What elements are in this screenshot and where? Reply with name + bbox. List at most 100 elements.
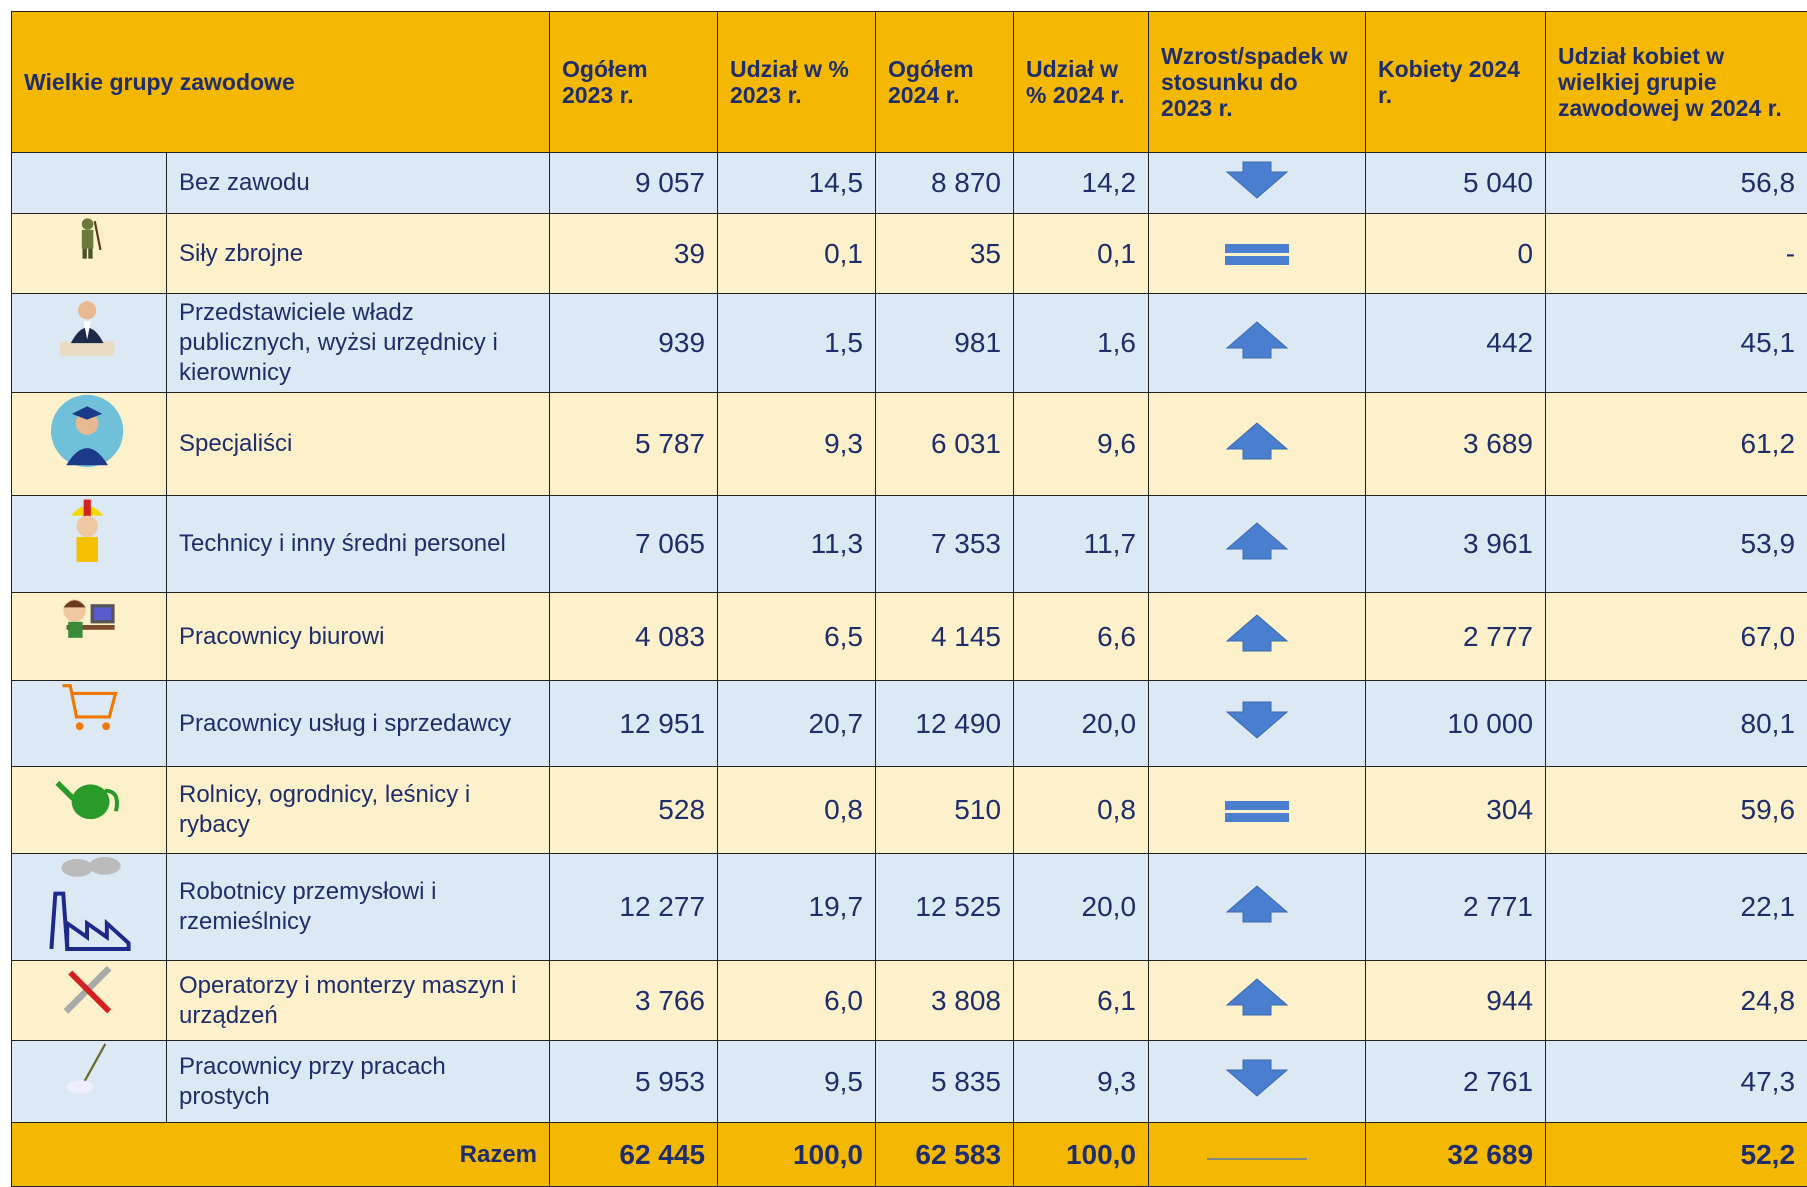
- value-cell: 8 870: [876, 153, 1014, 214]
- trend-cell: [1149, 153, 1366, 214]
- value-cell: 61,2: [1546, 393, 1807, 496]
- value-cell: 9,3: [718, 393, 876, 496]
- header-cell: Udział w % 2023 r.: [718, 12, 876, 153]
- value-cell: 442: [1366, 294, 1546, 393]
- value-cell: 11,7: [1014, 496, 1149, 593]
- value-cell: 14,5: [718, 153, 876, 214]
- trend-arrow: [1217, 878, 1297, 930]
- value-cell: 3 689: [1366, 393, 1546, 496]
- value-cell: 59,6: [1546, 767, 1807, 854]
- trend-arrow: [1217, 1052, 1297, 1104]
- value-cell: 35: [876, 214, 1014, 294]
- value-cell: 0,8: [718, 767, 876, 854]
- value-cell: 3 808: [876, 961, 1014, 1041]
- icon-cell: [12, 496, 167, 593]
- value-cell: 100,0: [1014, 1123, 1149, 1187]
- header-cell: Ogółem 2023 r.: [550, 12, 718, 153]
- header-cell: Kobiety 2024 r.: [1366, 12, 1546, 153]
- trend-arrow: [1217, 415, 1297, 467]
- trend-cell: [1149, 393, 1366, 496]
- value-cell: 32 689: [1366, 1123, 1546, 1187]
- value-cell: 20,0: [1014, 681, 1149, 767]
- value-cell: 12 277: [550, 854, 718, 961]
- value-cell: 5 787: [550, 393, 718, 496]
- icon-cell: [12, 1041, 167, 1123]
- trend-arrow: [1217, 314, 1297, 366]
- trend-cell: [1149, 854, 1366, 961]
- value-cell: 56,8: [1546, 153, 1807, 214]
- value-cell: 100,0: [718, 1123, 876, 1187]
- page: {"header":{"group":"Wielkie grupy zawodo…: [0, 0, 1807, 1147]
- value-cell: 11,3: [718, 496, 876, 593]
- group-name: Specjaliści: [167, 393, 550, 496]
- icon-cell: [12, 681, 167, 767]
- header-cell: Udział kobiet w wielkiej grupie zawodowe…: [1546, 12, 1807, 153]
- trend-cell: [1149, 681, 1366, 767]
- value-cell: 10 000: [1366, 681, 1546, 767]
- body: Wielkie grupy zawodowe Ogółem 2023 r.Udz…: [0, 0, 1807, 1147]
- value-cell: 6,1: [1014, 961, 1149, 1041]
- occupation-table: Wielkie grupy zawodowe Ogółem 2023 r.Udz…: [11, 11, 1807, 1187]
- value-cell: 62 445: [550, 1123, 718, 1187]
- trend-arrow: [1217, 971, 1297, 1023]
- total-label: Razem: [12, 1123, 550, 1187]
- occupation-icon: [47, 1041, 131, 1115]
- value-cell: 4 083: [550, 593, 718, 681]
- icon-cell: [12, 767, 167, 854]
- value-cell: 3 961: [1366, 496, 1546, 593]
- value-cell: 0: [1366, 214, 1546, 294]
- value-cell: 4 145: [876, 593, 1014, 681]
- value-cell: 1,6: [1014, 294, 1149, 393]
- value-cell: 939: [550, 294, 718, 393]
- occupation-icon: [47, 214, 131, 286]
- value-cell: 944: [1366, 961, 1546, 1041]
- value-cell: 67,0: [1546, 593, 1807, 681]
- value-cell: 7 065: [550, 496, 718, 593]
- value-cell: 9,5: [718, 1041, 876, 1123]
- value-cell: 6,0: [718, 961, 876, 1041]
- icon-cell: [12, 393, 167, 496]
- value-cell: 47,3: [1546, 1041, 1807, 1123]
- value-cell: 6 031: [876, 393, 1014, 496]
- header-cell: Ogółem 2024 r.: [876, 12, 1014, 153]
- occupation-icon: [47, 681, 131, 759]
- trend-arrow: [1217, 607, 1297, 659]
- value-cell: 24,8: [1546, 961, 1807, 1041]
- value-cell: 12 490: [876, 681, 1014, 767]
- value-cell: 62 583: [876, 1123, 1014, 1187]
- value-cell: 19,7: [718, 854, 876, 961]
- value-cell: 45,1: [1546, 294, 1807, 393]
- value-cell: 981: [876, 294, 1014, 393]
- value-cell: 12 951: [550, 681, 718, 767]
- group-name: Technicy i inny średni personel: [167, 496, 550, 593]
- icon-cell: [12, 153, 167, 214]
- value-cell: 9 057: [550, 153, 718, 214]
- trend-line: [1207, 1154, 1307, 1164]
- value-cell: 39: [550, 214, 718, 294]
- value-cell: 6,5: [718, 593, 876, 681]
- trend-arrow: [1217, 154, 1297, 206]
- trend-arrow: [1217, 781, 1297, 833]
- group-name: Pracownicy przy pracach prostych: [167, 1041, 550, 1123]
- value-cell: 0,1: [1014, 214, 1149, 294]
- value-cell: 80,1: [1546, 681, 1807, 767]
- value-cell: 20,7: [718, 681, 876, 767]
- group-name: Rolnicy, ogrodnicy, leśnicy i rybacy: [167, 767, 550, 854]
- table-row: Przedstawiciele władz publicznych, wyżsi…: [12, 294, 1807, 393]
- value-cell: 22,1: [1546, 854, 1807, 961]
- occupation-icon: [47, 496, 131, 585]
- group-name: Przedstawiciele władz publicznych, wyżsi…: [167, 294, 550, 393]
- trend-cell: [1149, 961, 1366, 1041]
- trend-arrow: [1217, 224, 1297, 276]
- occupation-icon: [47, 294, 131, 385]
- trend-cell: [1149, 593, 1366, 681]
- occupation-icon: [47, 961, 131, 1033]
- group-name: Bez zawodu: [167, 153, 550, 214]
